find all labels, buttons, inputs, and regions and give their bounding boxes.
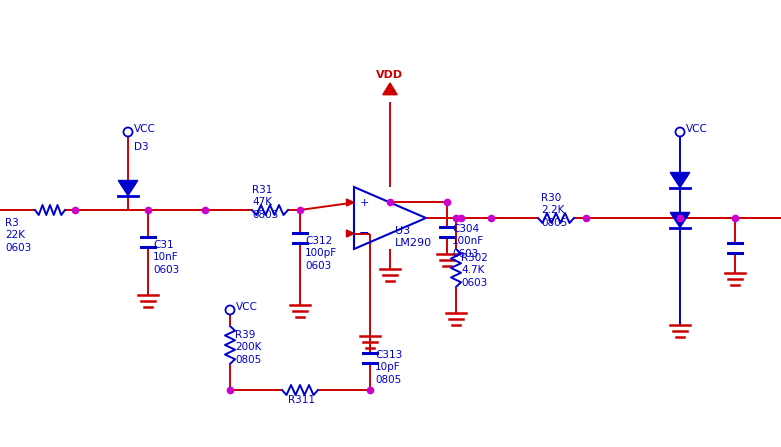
- Text: D3: D3: [134, 142, 148, 152]
- Text: U3
LM290: U3 LM290: [395, 226, 432, 249]
- Text: R39
200K
0805: R39 200K 0805: [235, 330, 262, 365]
- Polygon shape: [347, 230, 354, 237]
- Text: C31
10nF
0603: C31 10nF 0603: [153, 240, 180, 275]
- Text: R30
2.2K
0805: R30 2.2K 0805: [541, 193, 567, 228]
- Polygon shape: [118, 181, 137, 195]
- Text: +: +: [359, 198, 369, 207]
- Text: R31
47K
0805: R31 47K 0805: [252, 185, 278, 220]
- Polygon shape: [670, 173, 690, 187]
- Text: R3
22K
0603: R3 22K 0603: [5, 218, 31, 253]
- Text: VCC: VCC: [236, 302, 258, 312]
- Text: VCC: VCC: [686, 124, 708, 134]
- Polygon shape: [670, 212, 690, 228]
- Polygon shape: [383, 83, 398, 95]
- Text: R311: R311: [288, 395, 315, 405]
- Polygon shape: [347, 199, 354, 206]
- Text: C313
10pF
0805: C313 10pF 0805: [375, 350, 402, 385]
- Text: VCC: VCC: [134, 124, 156, 134]
- Text: R302
4.7K
0603: R302 4.7K 0603: [461, 253, 488, 288]
- Text: VDD: VDD: [376, 70, 404, 80]
- Text: C304
100nF
0603: C304 100nF 0603: [452, 224, 484, 259]
- Text: C312
100pF
0603: C312 100pF 0603: [305, 236, 337, 271]
- Text: −: −: [358, 227, 369, 240]
